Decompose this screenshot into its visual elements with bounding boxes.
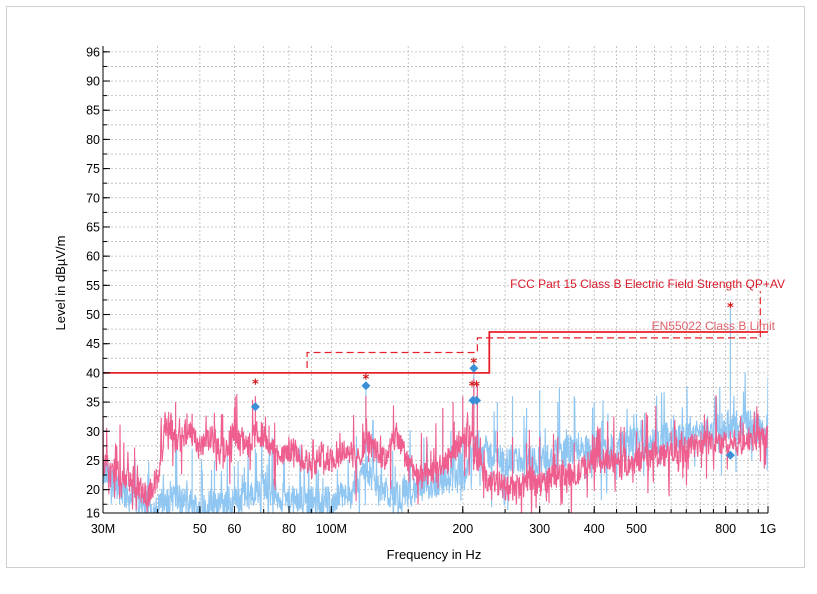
y-tick-label: 16 [86,507,100,521]
qp-marker [471,395,481,405]
y-tick-label: 85 [86,104,100,118]
chart-frame: * * * * * * 16 20 25 30 35 40 45 50 55 60 65 70 75 80 85 90 9… [6,6,805,568]
x-axis-title: Frequency in Hz [387,547,482,562]
y-tick-label: 90 [86,75,100,89]
peak-marker: * [470,356,477,371]
y-tick-label: 80 [86,133,100,147]
y-tick-label: 25 [86,454,100,468]
x-tick-label: 30M [91,522,115,536]
y-tick-label: 20 [86,483,100,497]
x-tick-label: 300 [529,522,550,536]
peak-marker: * [252,377,259,392]
limit-lines [103,291,768,374]
qp-marker [725,450,735,460]
x-tick-label: 200 [452,522,473,536]
qp-marker [361,381,371,391]
x-tick-label: 400 [584,522,605,536]
fcc-limit-label: FCC Part 15 Class B Electric Field Stren… [510,277,785,291]
y-tick-label: 96 [86,45,100,59]
peak-marker: * [473,380,480,395]
vertical-trace [103,393,768,513]
x-tick-label: 50 [193,522,207,536]
traces [103,308,768,513]
y-tick-label: 65 [86,220,100,234]
y-tick-label: 30 [86,425,100,439]
peak-marker: * [469,380,476,395]
x-tick-label: 1G [760,522,777,536]
en-limit-label: EN55022 Class B Limit [652,319,776,333]
x-tick-label: 100M [316,522,347,536]
x-tick-label: 80 [282,522,296,536]
y-tick-label: 70 [86,191,100,205]
peak-marker: * [362,373,369,388]
x-tick-label: 60 [227,522,241,536]
y-tick-label: 40 [86,366,100,380]
peak-marker: * [727,301,734,316]
emi-chart: * ***** 162025303540455055606570758085909… [53,45,785,562]
y-axis-title: Level in dBµV/m [53,236,68,331]
x-tick-label: 500 [626,522,647,536]
qp-marker [469,363,479,373]
axes: 16 20 25 30 35 40 45 50 55 60 65 70 75 80 85 90 96 30M 50 6… [86,45,776,536]
horizontal-trace [103,372,768,513]
x-tick-label: 800 [715,522,736,536]
y-tick-label: 75 [86,162,100,176]
en-limit-line [103,331,768,374]
markers: * ***** [250,301,735,460]
y-tick-label: 45 [86,337,100,351]
qp-marker [250,402,260,412]
y-tick-label: 60 [86,250,100,264]
y-tick-label: 50 [86,308,100,322]
y-tick-label: 55 [86,279,100,293]
grid [103,46,769,513]
y-tick-label: 35 [86,396,100,410]
